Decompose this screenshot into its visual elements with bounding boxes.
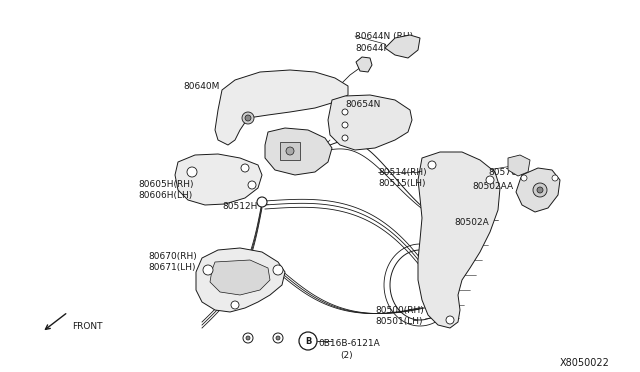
Polygon shape	[210, 260, 270, 295]
Circle shape	[231, 301, 239, 309]
Polygon shape	[385, 35, 420, 58]
Circle shape	[486, 176, 494, 184]
Text: 80670(RH): 80670(RH)	[148, 252, 196, 261]
Polygon shape	[516, 168, 560, 212]
Circle shape	[521, 175, 527, 181]
Circle shape	[242, 112, 254, 124]
Text: 80644N (RH): 80644N (RH)	[355, 32, 413, 41]
Polygon shape	[196, 248, 285, 312]
Text: (2): (2)	[340, 351, 353, 360]
Polygon shape	[356, 57, 372, 72]
Circle shape	[299, 332, 317, 350]
Text: 80514(RH): 80514(RH)	[378, 168, 427, 177]
Text: 80605H(RH): 80605H(RH)	[138, 180, 193, 189]
Text: 80606H(LH): 80606H(LH)	[138, 191, 192, 200]
Circle shape	[342, 122, 348, 128]
Circle shape	[241, 164, 249, 172]
Circle shape	[243, 333, 253, 343]
Polygon shape	[328, 95, 412, 150]
Polygon shape	[265, 128, 332, 175]
Text: X8050022: X8050022	[560, 358, 610, 368]
Circle shape	[286, 147, 294, 155]
Text: 80500(RH): 80500(RH)	[375, 306, 424, 315]
Circle shape	[446, 316, 454, 324]
Text: 80640M: 80640M	[183, 82, 220, 91]
Text: FRONT: FRONT	[72, 322, 102, 331]
Circle shape	[273, 333, 283, 343]
Circle shape	[273, 265, 283, 275]
Circle shape	[428, 161, 436, 169]
Text: 80652N: 80652N	[280, 138, 316, 147]
Circle shape	[533, 183, 547, 197]
Polygon shape	[215, 70, 348, 145]
Text: 80512H: 80512H	[222, 202, 257, 211]
Circle shape	[276, 336, 280, 340]
Text: 80515(LH): 80515(LH)	[378, 179, 426, 188]
Circle shape	[245, 115, 251, 121]
Text: 80501(LH): 80501(LH)	[375, 317, 422, 326]
Text: 0B16B-6121A: 0B16B-6121A	[318, 339, 380, 348]
Circle shape	[246, 336, 250, 340]
Circle shape	[257, 197, 267, 207]
Text: 80644MA(LH): 80644MA(LH)	[355, 44, 416, 53]
Polygon shape	[280, 142, 300, 160]
Circle shape	[187, 167, 197, 177]
Circle shape	[537, 187, 543, 193]
Polygon shape	[418, 152, 500, 328]
Polygon shape	[508, 155, 530, 176]
Text: 80570N: 80570N	[488, 168, 524, 177]
Circle shape	[203, 265, 213, 275]
Text: 80671(LH): 80671(LH)	[148, 263, 195, 272]
Circle shape	[342, 135, 348, 141]
Text: 80502AA: 80502AA	[472, 182, 513, 191]
Circle shape	[342, 109, 348, 115]
Circle shape	[248, 181, 256, 189]
Text: 80502A: 80502A	[454, 218, 489, 227]
Text: 80654N: 80654N	[345, 100, 380, 109]
Text: B: B	[305, 337, 311, 346]
Circle shape	[552, 175, 558, 181]
Polygon shape	[175, 154, 262, 205]
